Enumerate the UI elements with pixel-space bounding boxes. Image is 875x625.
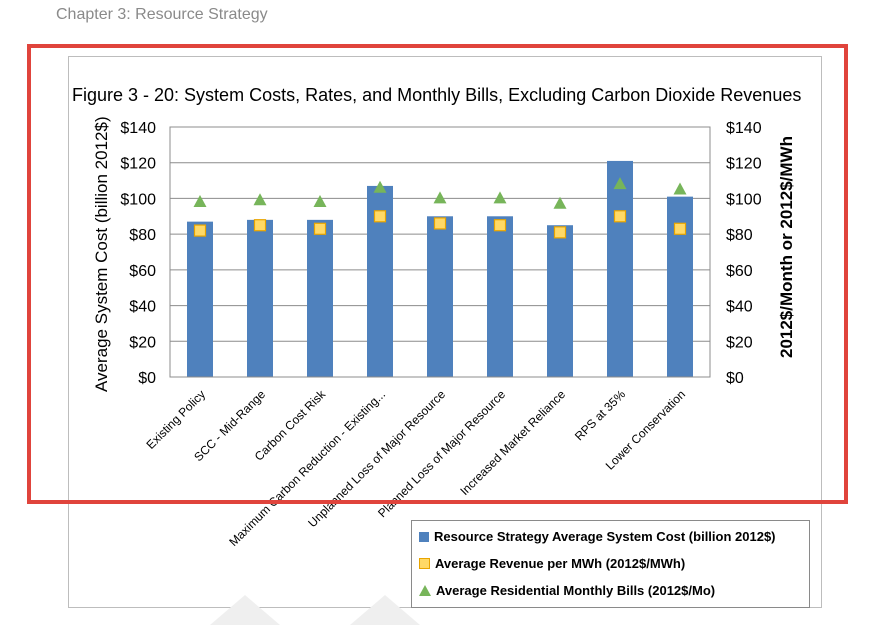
y-tick-label-right: $140 [726, 120, 762, 137]
y-tick-label-right: $100 [726, 191, 762, 208]
chapter-header: Chapter 3: Resource Strategy [56, 6, 268, 23]
revenue-marker [373, 210, 387, 223]
revenue-marker [313, 222, 327, 235]
y-tick-label-right: $120 [726, 156, 762, 173]
monthly-bill-marker [253, 193, 267, 206]
revenue-marker [493, 219, 507, 232]
y-tick-label-right: $40 [726, 299, 753, 316]
y-tick-label-left: $80 [129, 227, 156, 244]
chart-title: Figure 3 - 20: System Costs, Rates, and … [72, 85, 802, 105]
y-tick-label-right: $80 [726, 227, 753, 244]
legend-label: Resource Strategy Average System Cost (b… [434, 529, 776, 544]
monthly-bill-marker [433, 191, 447, 204]
y-tick-label-right: $0 [726, 370, 744, 387]
bar [187, 221, 213, 377]
monthly-bill-marker [373, 180, 387, 193]
monthly-bill-marker [313, 195, 327, 207]
legend-item-system-cost: Resource Strategy Average System Cost (b… [419, 527, 776, 547]
bar [307, 219, 333, 377]
y-tick-label-left: $140 [120, 120, 156, 137]
y-tick-label-left: $20 [129, 334, 156, 351]
y-tick-label-left: $100 [120, 191, 156, 208]
bar [487, 216, 513, 377]
y-tick-label-left: $40 [129, 299, 156, 316]
monthly-bill-marker [613, 177, 627, 190]
chart-legend: Resource Strategy Average System Cost (b… [411, 520, 810, 608]
revenue-marker [433, 217, 447, 230]
bar [607, 160, 633, 377]
bar [427, 216, 453, 377]
revenue-marker [673, 222, 687, 235]
y-tick-label-left: $120 [120, 156, 156, 173]
revenue-marker [553, 226, 567, 239]
monthly-bill-marker [553, 196, 567, 209]
revenue-marker [193, 224, 207, 237]
y-tick-label-right: $60 [726, 263, 753, 280]
monthly-bill-marker [673, 182, 687, 195]
y-tick-label-left: $60 [129, 263, 156, 280]
legend-square-swatch [419, 558, 430, 570]
monthly-bill-marker [493, 191, 507, 204]
bar [247, 219, 273, 377]
legend-label: Average Revenue per MWh (2012$/MWh) [435, 556, 686, 571]
legend-label: Average Residential Monthly Bills (2012$… [436, 583, 716, 598]
draft-watermark-shape [210, 595, 420, 625]
legend-triangle-swatch [419, 585, 431, 597]
legend-bar-swatch [419, 531, 429, 542]
revenue-marker [613, 210, 627, 223]
legend-item-revenue: Average Revenue per MWh (2012$/MWh) [419, 554, 685, 574]
y-tick-label-left: $0 [138, 370, 156, 387]
legend-item-monthly-bills: Average Residential Monthly Bills (2012$… [419, 581, 715, 601]
monthly-bill-marker [193, 195, 207, 207]
bar [547, 225, 573, 377]
y-tick-label-right: $20 [726, 334, 753, 351]
highlight-box [27, 44, 848, 504]
revenue-marker [253, 219, 267, 232]
